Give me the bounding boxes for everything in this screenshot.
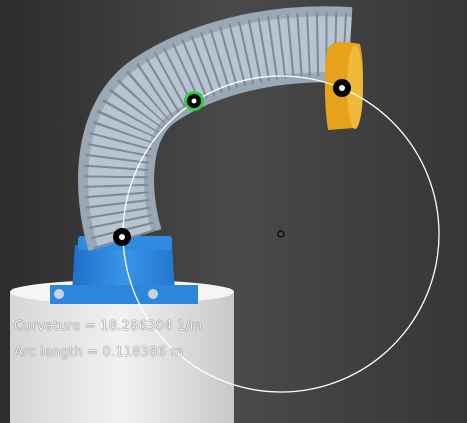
curvature-label: Curvature = — [14, 319, 101, 334]
curvature-unit: 1/m — [172, 319, 203, 334]
flange-screw-right — [148, 289, 158, 299]
blue-base — [72, 245, 175, 292]
arc-length-label: Arc length = — [14, 345, 103, 360]
end-cap-face — [347, 45, 363, 129]
arc-length-unit: m — [166, 345, 184, 360]
flange-screw-left — [54, 289, 64, 299]
base-flange — [50, 285, 198, 304]
tip-marker-icon — [333, 79, 351, 97]
arc-length-readout: Arc length = 0.118386 m — [14, 345, 183, 360]
arc-length-value: 0.118386 — [102, 345, 167, 360]
marker-highlight-icon — [184, 91, 204, 111]
bellows-ridges — [84, 12, 352, 250]
curvature-value: 18.286304 — [100, 319, 173, 334]
curvature-readout: Curvature = 18.286304 1/m — [14, 319, 203, 334]
white-cylinder — [10, 288, 234, 423]
circle-center-icon — [277, 230, 285, 238]
marker-icon — [113, 228, 131, 246]
